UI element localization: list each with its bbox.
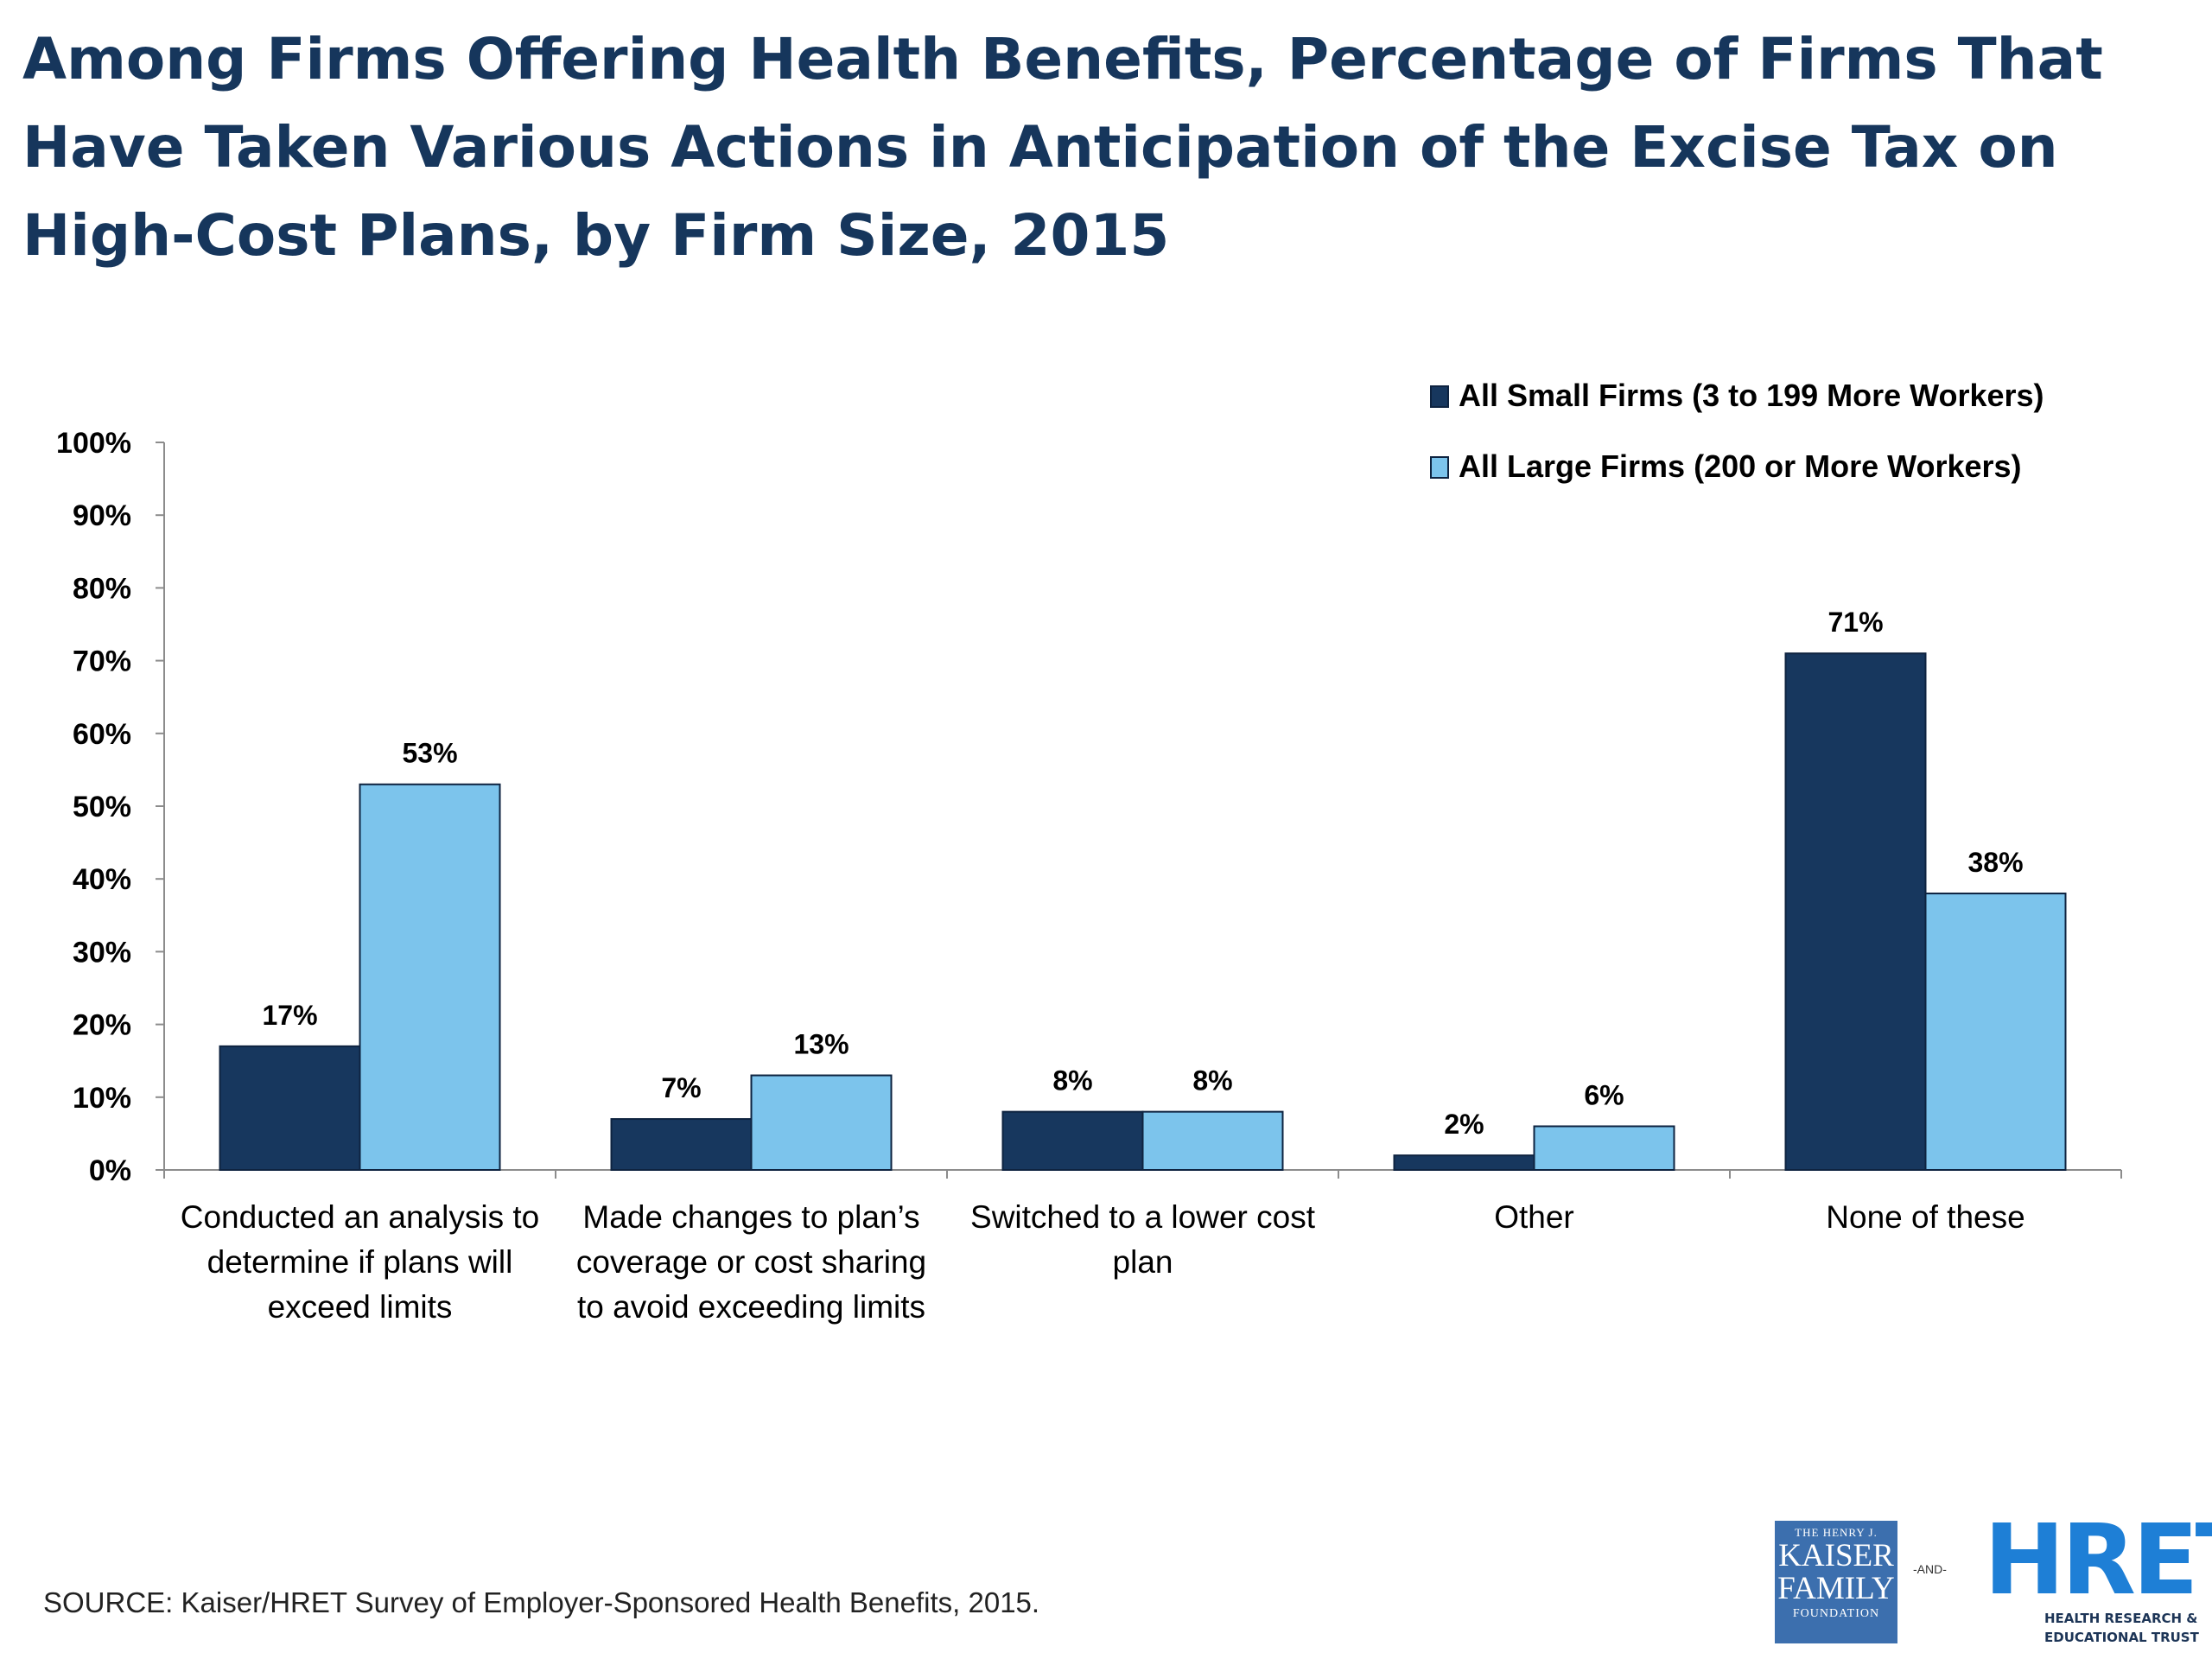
y-tick-label: 70%	[73, 645, 131, 678]
x-category-label: coverage or cost sharing	[576, 1244, 926, 1280]
bar-large-firms	[1924, 893, 2067, 1172]
hret-logo-word: HRET	[1984, 1504, 2212, 1617]
data-label: 71%	[1827, 607, 1883, 638]
chart-title: Among Firms Offering Health Benefits, Pe…	[22, 26, 2103, 269]
x-category-label: Conducted an analysis to	[181, 1199, 540, 1235]
kff-logo-top-text: THE HENRY J.	[1795, 1526, 1878, 1539]
hret-logo: HRET HEALTH RESEARCH & EDUCATIONAL TRUST	[1984, 1512, 2212, 1650]
kff-logo-line2: FAMILY	[1777, 1571, 1895, 1606]
bar-large-firms	[1141, 1110, 1284, 1172]
y-tick-label: 40%	[73, 863, 131, 896]
legend-label: All Large Firms (200 or More Workers)	[1459, 448, 2022, 484]
source-note: SOURCE: Kaiser/HRET Survey of Employer-S…	[43, 1586, 1040, 1618]
y-tick-label: 80%	[73, 572, 131, 605]
data-label: 8%	[1052, 1065, 1092, 1096]
legend-label: All Small Firms (3 to 199 More Workers)	[1459, 378, 2044, 413]
y-tick-label: 10%	[73, 1082, 131, 1115]
data-label: 53%	[402, 738, 457, 769]
x-category-label: plan	[1113, 1244, 1173, 1280]
y-tick-label: 30%	[73, 936, 131, 969]
kff-logo-line1: KAISER	[1778, 1538, 1894, 1573]
data-label: 13%	[793, 1029, 849, 1060]
y-tick-label: 0%	[89, 1154, 131, 1187]
bar-small-firms	[1393, 1154, 1535, 1172]
data-label: 7%	[661, 1072, 701, 1103]
kff-logo-bottom-text: FOUNDATION	[1792, 1607, 1880, 1620]
y-tick-label: 100%	[56, 427, 131, 460]
x-category-label: to avoid exceeding limits	[577, 1289, 925, 1325]
kaiser-family-foundation-logo: THE HENRY J. KAISER FAMILY FOUNDATION	[1775, 1521, 1897, 1643]
x-category-label: Made changes to plan’s	[582, 1199, 919, 1235]
data-label: 17%	[262, 1000, 317, 1031]
x-category-label: Other	[1494, 1199, 1574, 1235]
x-category-label: None of these	[1826, 1199, 2024, 1235]
y-tick-label: 50%	[73, 791, 131, 823]
logo-separator: -AND-	[1913, 1562, 1947, 1576]
legend-swatch	[1430, 456, 1449, 479]
hret-logo-subtitle: HEALTH RESEARCH & EDUCATIONAL TRUST	[2044, 1611, 2199, 1645]
data-label: 38%	[1967, 847, 2023, 878]
data-label: 8%	[1192, 1065, 1232, 1096]
data-label: 2%	[1444, 1109, 1484, 1140]
x-category-label: exceed limits	[268, 1289, 453, 1325]
bar-large-firms	[359, 783, 501, 1171]
bar-small-firms	[1784, 652, 1927, 1171]
legend-swatch	[1430, 385, 1449, 408]
bar-large-firms	[750, 1074, 893, 1172]
bar-large-firms	[1533, 1125, 1675, 1171]
y-tick-label: 20%	[73, 1009, 131, 1042]
x-category-label: Switched to a lower cost	[970, 1199, 1316, 1235]
data-label: 6%	[1584, 1079, 1624, 1110]
bar-small-firms	[219, 1045, 361, 1171]
bar-small-firms	[1001, 1110, 1144, 1172]
x-category-label: determine if plans will	[207, 1244, 513, 1280]
y-tick-label: 60%	[73, 718, 131, 751]
bar-small-firms	[610, 1118, 753, 1172]
y-tick-label: 90%	[73, 499, 131, 532]
